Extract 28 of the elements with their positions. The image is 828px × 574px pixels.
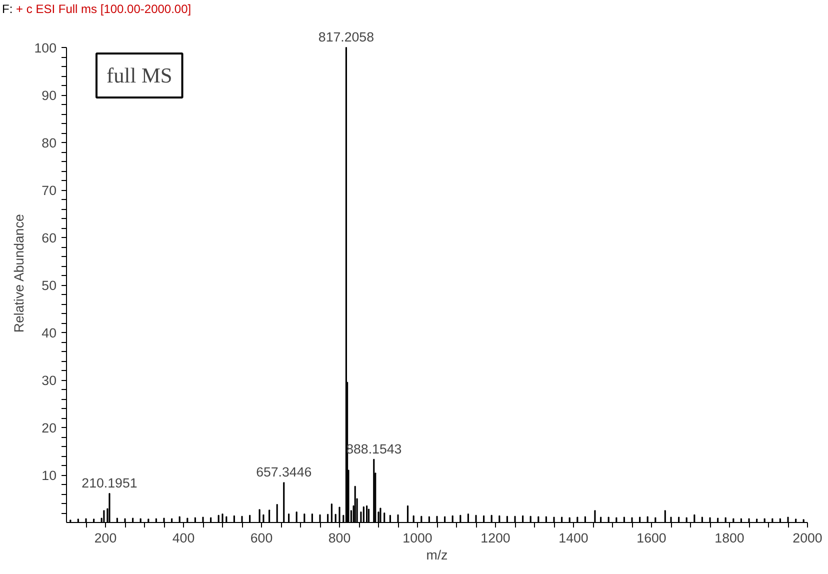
- x-tick-label: 1200: [480, 530, 510, 546]
- x-tick-label: 400: [172, 530, 195, 546]
- annotation: full MS: [106, 64, 172, 88]
- x-tick-label: 800: [328, 530, 351, 546]
- annotation: 657.3446: [256, 464, 312, 480]
- y-tick-label: 60: [42, 230, 57, 246]
- y-tick-label: 90: [42, 88, 57, 103]
- x-tick-label: 1600: [636, 530, 666, 546]
- chart-title: F:: [2, 2, 13, 16]
- y-tick-label: 40: [42, 326, 57, 340]
- x-tick-label: 1400: [558, 530, 588, 546]
- x-tick-label: 200: [94, 530, 117, 546]
- y-axis-title: Relative Abundance: [11, 214, 26, 333]
- y-tick-label: 80: [42, 136, 57, 150]
- annotation: 210.1951: [82, 476, 138, 491]
- x-tick-label: 1000: [402, 530, 432, 546]
- chart-subtitle: + c ESI Full ms [100.00-2000.00]: [16, 2, 192, 16]
- y-tick-label: 50: [42, 278, 57, 293]
- x-tick-label: 600: [250, 530, 273, 546]
- x-axis-title: m/z: [426, 548, 448, 562]
- y-tick-label: 10: [42, 468, 57, 483]
- x-tick-label: 1800: [714, 530, 744, 546]
- y-tick-label: 70: [42, 183, 57, 198]
- y-tick-label: 30: [42, 373, 57, 388]
- y-tick-label: 100: [34, 40, 57, 56]
- x-tick-label: 2000: [792, 530, 822, 546]
- annotation: 817.2058: [318, 30, 374, 44]
- y-tick-label: 20: [42, 420, 57, 436]
